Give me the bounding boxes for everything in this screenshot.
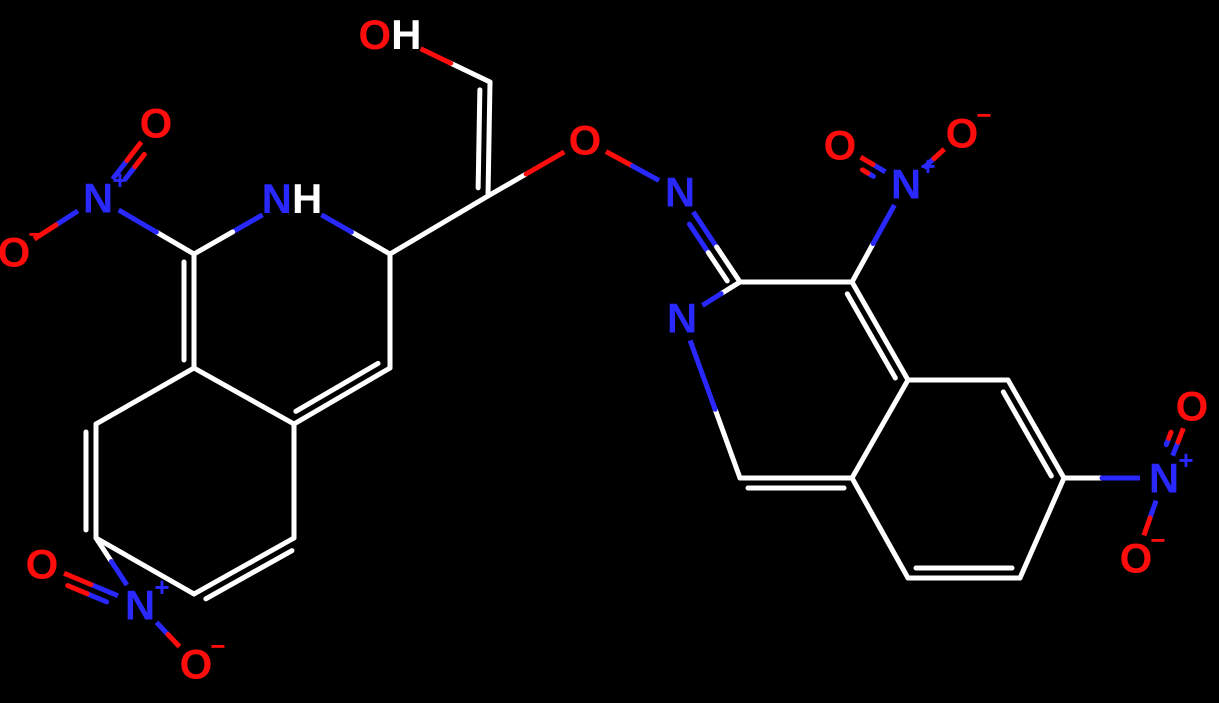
svg-text:−: −	[28, 219, 43, 249]
svg-text:O: O	[569, 117, 602, 164]
atom-o2: O	[561, 116, 609, 164]
atom-o9: O	[1168, 382, 1216, 430]
bonds-layer	[34, 44, 1183, 646]
svg-text:N: N	[1149, 455, 1179, 502]
svg-text:N: N	[665, 169, 695, 216]
svg-text:+: +	[1178, 445, 1193, 475]
atom-n5: N	[658, 294, 706, 342]
svg-text:O: O	[1120, 535, 1153, 582]
svg-text:+: +	[920, 151, 935, 181]
atom-n1: NH	[258, 164, 326, 232]
svg-text:O: O	[0, 229, 30, 276]
atom-o4: O	[132, 99, 180, 147]
svg-text:O: O	[946, 110, 979, 157]
svg-text:NH: NH	[262, 175, 323, 222]
svg-text:−: −	[1150, 525, 1165, 555]
atom-o7: O	[816, 121, 864, 169]
atom-n6: N+	[882, 151, 936, 208]
svg-text:O: O	[824, 122, 857, 169]
svg-text:N: N	[83, 175, 113, 222]
svg-text:N: N	[667, 295, 697, 342]
svg-text:−: −	[976, 100, 991, 130]
atom-n7: N+	[1140, 445, 1194, 502]
atom-o8: O−	[938, 100, 992, 157]
svg-text:O: O	[1176, 383, 1209, 430]
svg-text:O: O	[180, 641, 213, 688]
svg-text:N: N	[891, 161, 921, 208]
svg-text:N: N	[125, 582, 155, 629]
atom-n4: N	[656, 168, 704, 216]
atom-o3: O−	[0, 219, 44, 276]
svg-text:+: +	[154, 572, 169, 602]
svg-text:+: +	[112, 165, 127, 195]
svg-text:OH: OH	[358, 11, 421, 58]
atom-o1: OH	[356, 0, 424, 68]
svg-text:O: O	[26, 541, 59, 588]
atom-n3: N+	[116, 572, 170, 629]
atom-o6: O−	[172, 631, 226, 688]
svg-text:−: −	[210, 631, 225, 661]
atom-o5: O	[18, 540, 66, 588]
svg-text:O: O	[140, 100, 173, 147]
atom-o10: O−	[1112, 525, 1166, 582]
molecule-diagram: OHONHN+O−ON+OO−NNON+O−N+OO−	[0, 0, 1219, 703]
